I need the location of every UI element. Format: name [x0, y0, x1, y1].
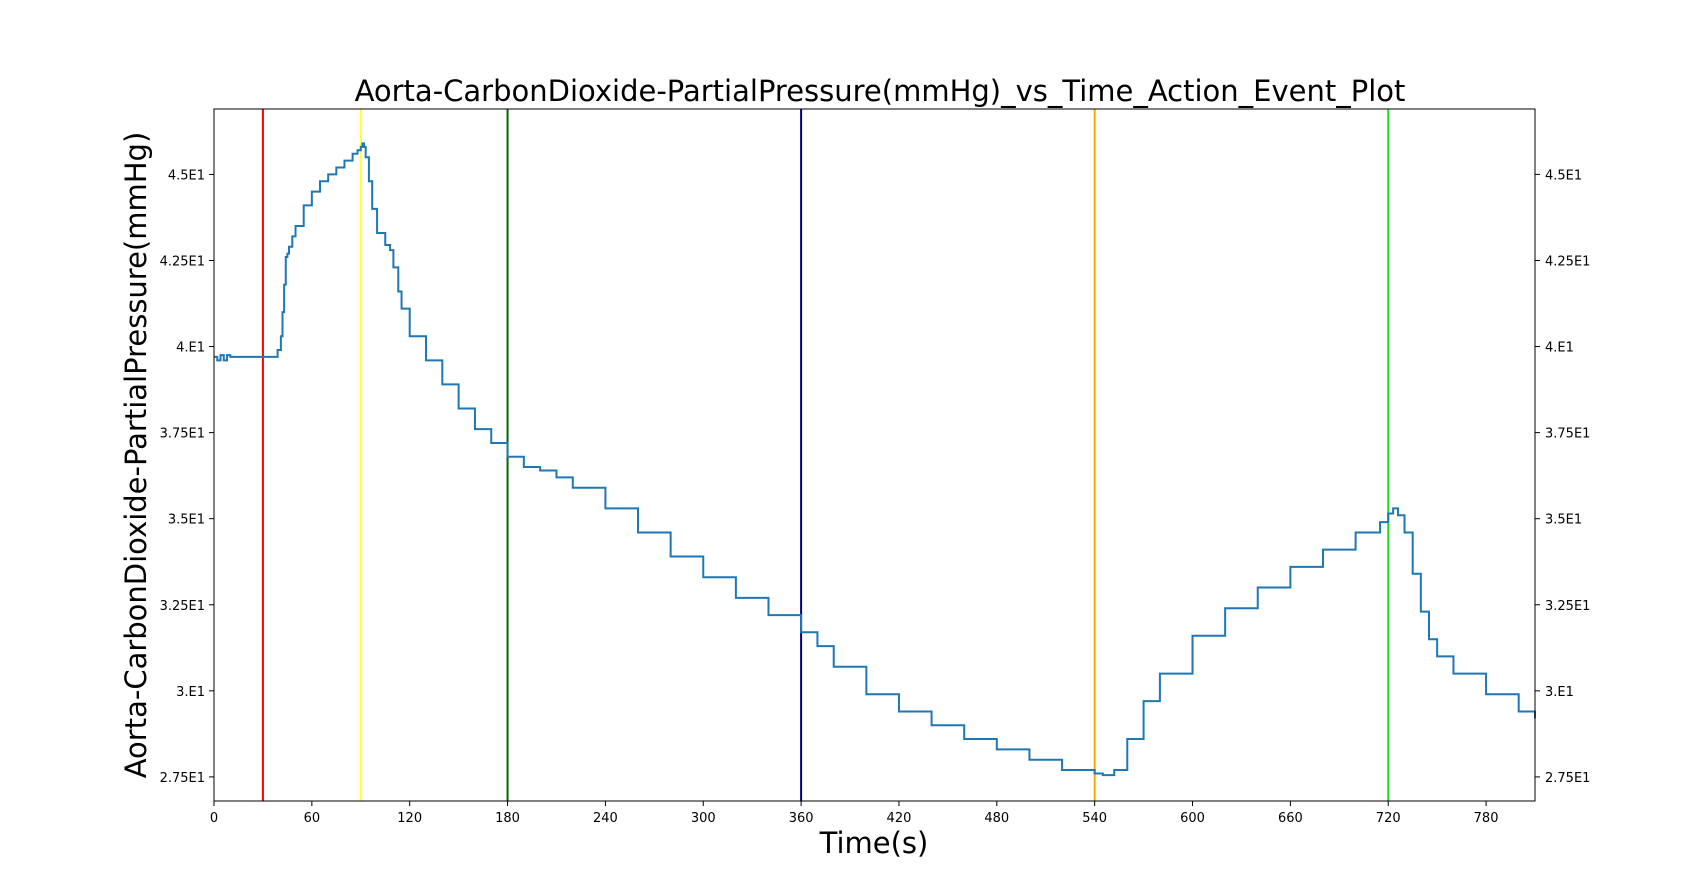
- y-tick-label-left: 4.E1: [176, 341, 205, 356]
- y-tick-label-left: 3.E1: [176, 685, 205, 700]
- y-axis-ticks-right: 2.75E1 3.E1 3.25E1 3.5E1 3.75E1 4.E1 4.25E1 4.5…: [1535, 168, 1590, 786]
- x-tick-label: 360: [789, 811, 814, 826]
- y-tick-label-right: 3.E1: [1545, 685, 1574, 700]
- x-tick-label: 720: [1376, 811, 1401, 826]
- y-tick-label-right: 3.25E1: [1545, 599, 1590, 614]
- y-tick-label-left: 4.5E1: [168, 168, 205, 183]
- x-axis-ticks: 0 60 120 180 240 300 360 420 480 540 600 660 720 780: [210, 801, 1499, 826]
- y-tick-label-right: 4.E1: [1545, 341, 1574, 356]
- x-tick-label: 120: [397, 811, 422, 826]
- x-tick-label: 480: [984, 811, 1009, 826]
- series-line-0: [214, 142, 1536, 777]
- y-tick-label-right: 2.75E1: [1545, 771, 1590, 786]
- x-tick-label: 420: [887, 811, 912, 826]
- y-axis-ticks-left: 2.75E1 3.E1 3.25E1 3.5E1 3.75E1 4.E1 4.25E1 4.5…: [160, 168, 214, 786]
- plot-area-frame: [213, 108, 1536, 802]
- x-tick-label: 60: [304, 811, 321, 826]
- y-tick-label-right: 3.5E1: [1545, 513, 1582, 528]
- y-tick-label-left: 2.75E1: [160, 771, 205, 786]
- x-tick-label: 300: [691, 811, 716, 826]
- x-tick-label: 660: [1278, 811, 1303, 826]
- y-tick-label-left: 4.25E1: [160, 254, 205, 269]
- x-axis-label: Time(s): [819, 826, 929, 860]
- x-tick-label: 600: [1180, 811, 1205, 826]
- x-tick-label: 540: [1082, 811, 1107, 826]
- y-tick-label-left: 3.5E1: [168, 513, 205, 528]
- series-group: [214, 142, 1536, 777]
- x-tick-label: 240: [593, 811, 618, 826]
- y-axis-label: Aorta-CarbonDioxide-PartialPressure(mmHg…: [119, 132, 153, 779]
- y-tick-label-right: 3.75E1: [1545, 427, 1590, 442]
- chart-title: Aorta-CarbonDioxide-PartialPressure(mmHg…: [355, 74, 1406, 108]
- x-tick-label: 0: [210, 811, 218, 826]
- y-tick-label-left: 3.75E1: [160, 427, 205, 442]
- x-tick-label: 180: [495, 811, 520, 826]
- y-tick-label-right: 4.25E1: [1545, 254, 1590, 269]
- y-tick-label-right: 4.5E1: [1545, 168, 1582, 183]
- y-tick-label-left: 3.25E1: [160, 599, 205, 614]
- x-tick-label: 780: [1474, 811, 1499, 826]
